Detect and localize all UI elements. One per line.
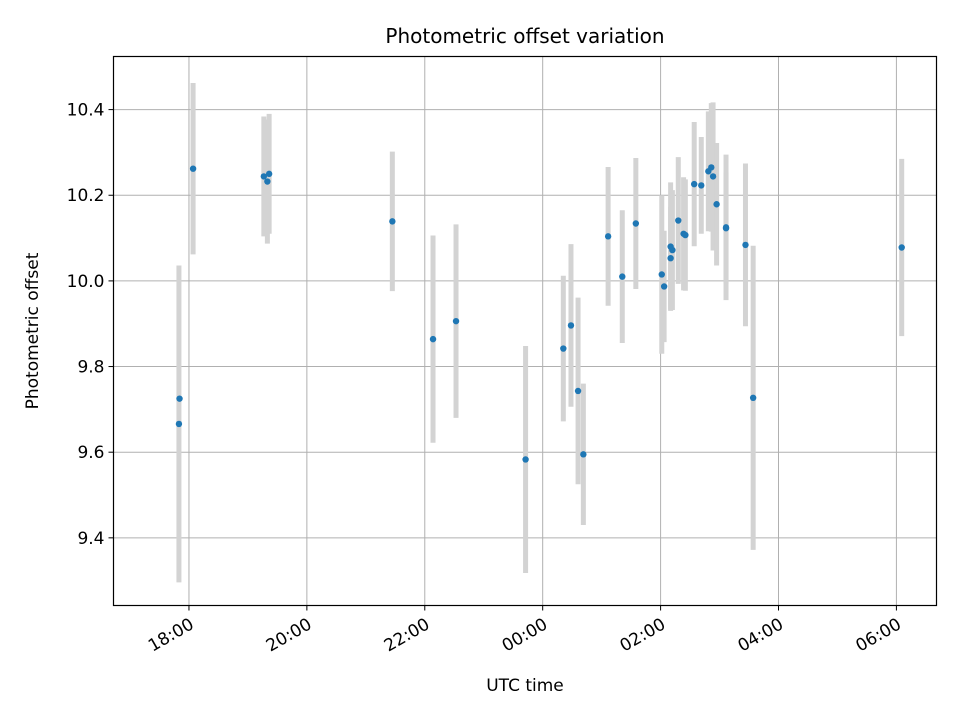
y-tick-label: 10.0 — [67, 272, 105, 292]
plot-frame — [112, 55, 938, 607]
markers — [175, 164, 905, 463]
data-point — [690, 180, 698, 188]
data-point — [660, 283, 668, 290]
data-point — [708, 164, 715, 171]
data-point — [667, 254, 674, 262]
data-point — [175, 420, 183, 428]
data-point — [604, 233, 612, 240]
data-point — [260, 173, 268, 180]
data-point — [619, 273, 626, 280]
data-point — [722, 225, 730, 232]
data-point — [742, 241, 749, 249]
data-point — [682, 231, 689, 239]
data-point — [749, 394, 757, 402]
y-axis-label: Photometric offset — [23, 252, 43, 409]
data-point — [898, 244, 905, 251]
data-point — [176, 395, 183, 402]
data-point — [429, 335, 437, 343]
data-point — [580, 451, 587, 458]
data-point — [658, 271, 665, 278]
y-axis: 9.4 9.6 9.8 10.0 10.2 10.4 — [67, 101, 114, 549]
y-tick-label: 9.8 — [77, 358, 104, 378]
data-point — [452, 317, 460, 325]
data-point — [698, 182, 705, 189]
data-point — [189, 165, 197, 172]
y-tick-label: 9.6 — [77, 443, 104, 463]
data-point — [632, 220, 640, 227]
data-point — [265, 170, 273, 178]
data-point — [669, 246, 676, 254]
data-point — [522, 456, 529, 463]
data-point — [709, 173, 717, 180]
data-point — [560, 345, 567, 352]
y-tick-label: 9.4 — [77, 529, 104, 549]
data-point — [389, 218, 396, 225]
y-tick-label: 10.2 — [67, 186, 105, 206]
data-point — [713, 201, 720, 208]
data-point — [264, 178, 271, 185]
data-point — [567, 322, 575, 329]
x-axis-label: UTC time — [486, 676, 564, 696]
data-point — [675, 217, 682, 224]
chart-title: Photometric offset variation — [385, 24, 664, 48]
data-point — [574, 387, 582, 395]
y-tick-label: 10.4 — [67, 101, 105, 121]
